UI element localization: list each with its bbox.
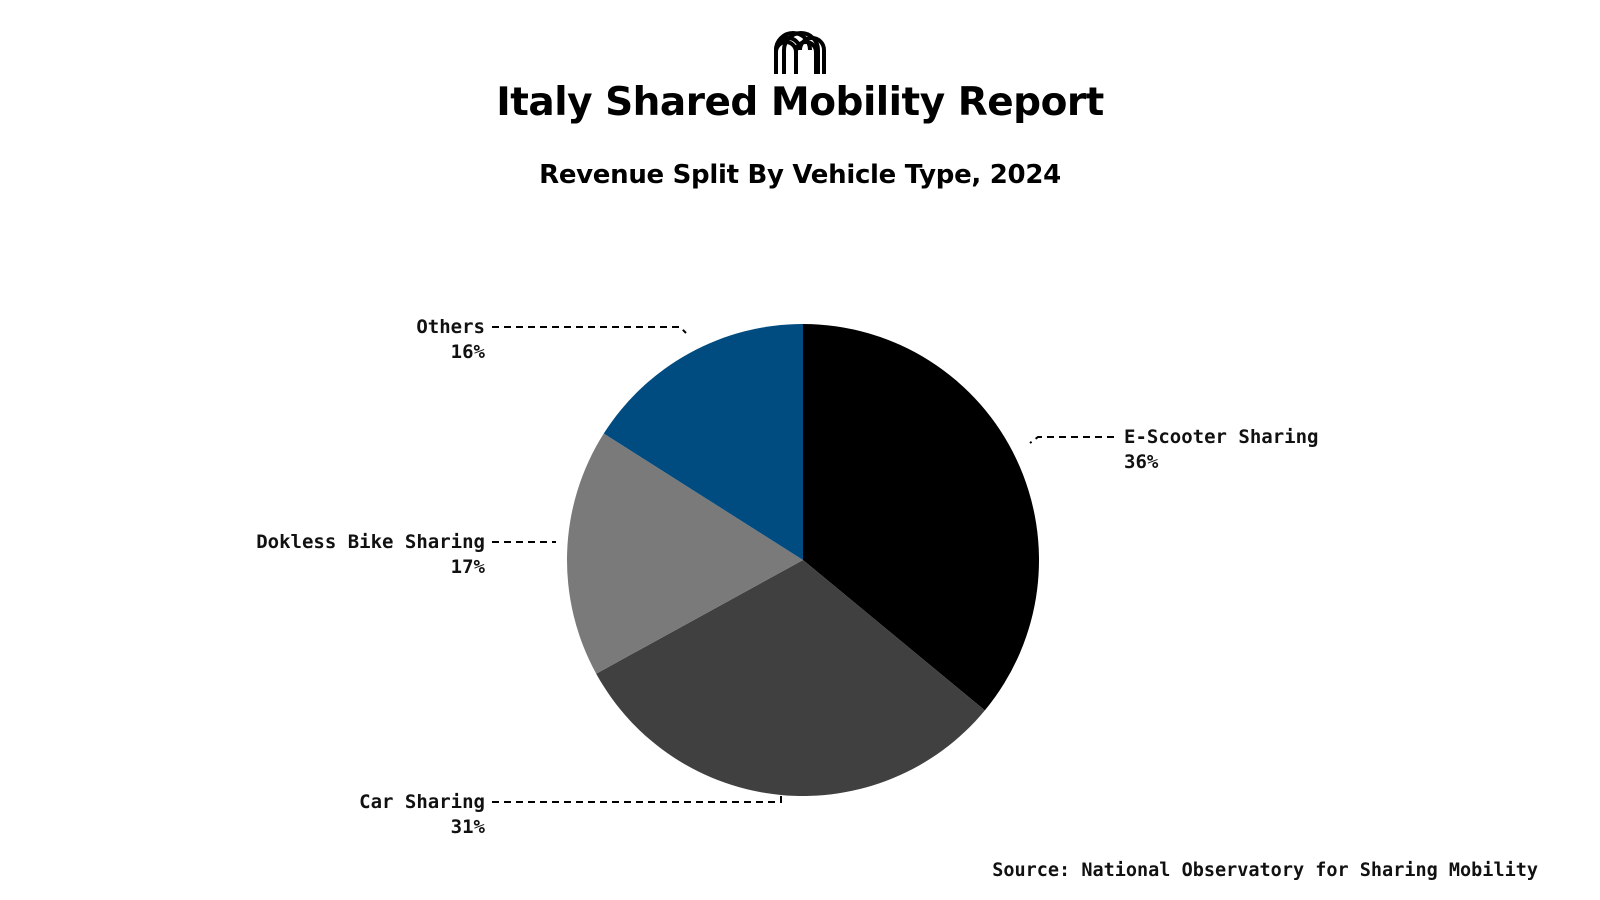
slice-label-car-sharing: Car Sharing [359, 791, 485, 813]
slice-value-car-sharing: 31% [451, 816, 486, 838]
slice-value-dokless-bike-sharing: 17% [451, 556, 486, 578]
page-title: Italy Shared Mobility Report [496, 80, 1104, 125]
leader-line-e-scooter-sharing [1029, 436, 1114, 444]
report-logo-icon [774, 31, 826, 74]
pie-slice-car-sharing [596, 560, 985, 796]
source-note: Source: National Observatory for Sharing… [992, 860, 1538, 881]
pie-slice-dokless-bike-sharing [566, 433, 803, 674]
pie-slices [566, 324, 1039, 796]
chart-subtitle: Revenue Split By Vehicle Type, 2024 [539, 160, 1061, 190]
leader-line-others [492, 326, 687, 334]
leader-line-car-sharing [492, 796, 782, 803]
pie-slice-others [603, 324, 803, 560]
slice-label-dokless-bike-sharing: Dokless Bike Sharing [256, 531, 485, 553]
slice-value-e-scooter-sharing: 36% [1124, 451, 1159, 473]
pie-slice-e-scooter-sharing [803, 324, 1039, 711]
slice-value-others: 16% [451, 341, 486, 363]
slice-labels: E-Scooter Sharing 36% Car Sharing 31% Dokles… [256, 316, 1318, 838]
slice-label-e-scooter-sharing: E-Scooter Sharing [1124, 426, 1318, 448]
leader-lines [492, 326, 1114, 803]
slice-label-others: Others [416, 316, 485, 338]
